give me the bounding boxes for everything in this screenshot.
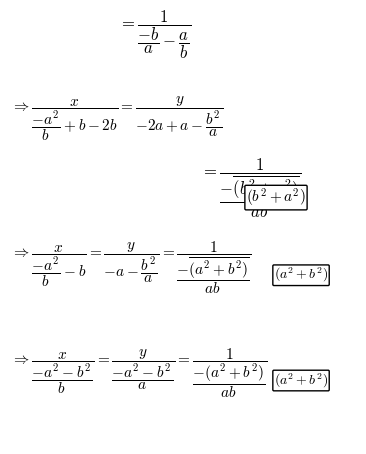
- Text: $\Rightarrow \dfrac{x}{\dfrac{-a^2}{b}+b-2b} = \dfrac{y}{-2a+a-\dfrac{b^2}{a}}$: $\Rightarrow \dfrac{x}{\dfrac{-a^2}{b}+b…: [11, 94, 224, 143]
- Text: $(b^2+a^2)$: $(b^2+a^2)$: [246, 187, 306, 209]
- Text: $= \dfrac{1}{\dfrac{-b}{a} - \dfrac{a}{b}}$: $= \dfrac{1}{\dfrac{-b}{a} - \dfrac{a}{b…: [119, 9, 191, 61]
- Text: $\Rightarrow \dfrac{x}{\dfrac{-a^2}{b}-b} = \dfrac{y}{-a-\dfrac{b^2}{a}} = \dfra: $\Rightarrow \dfrac{x}{\dfrac{-a^2}{b}-b…: [11, 239, 252, 296]
- Text: $(a^2+b^2)$: $(a^2+b^2)$: [274, 266, 328, 285]
- Text: $(a^2+b^2)$: $(a^2+b^2)$: [274, 371, 328, 390]
- Text: $\Rightarrow \dfrac{x}{\dfrac{-a^2-b^2}{b}} = \dfrac{y}{\dfrac{-a^2-b^2}{a}} = \: $\Rightarrow \dfrac{x}{\dfrac{-a^2-b^2}{…: [11, 346, 268, 400]
- Text: $= \dfrac{1}{\dfrac{-\overline{(b^2+a^2)}}{ab}}$: $= \dfrac{1}{\dfrac{-\overline{(b^2+a^2)…: [201, 157, 302, 221]
